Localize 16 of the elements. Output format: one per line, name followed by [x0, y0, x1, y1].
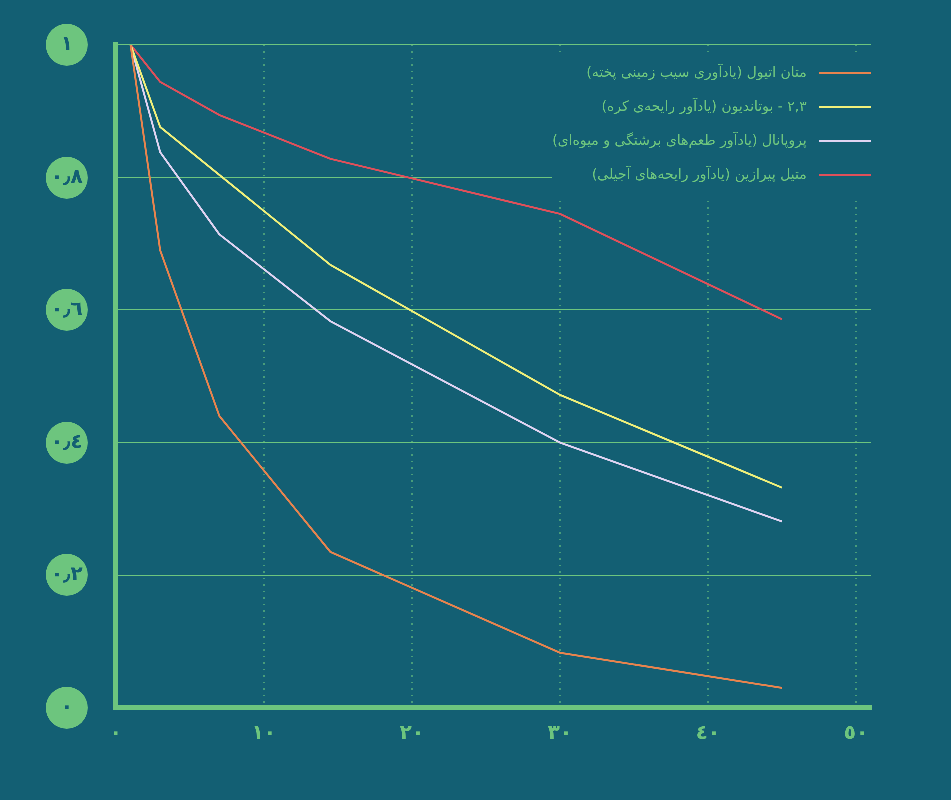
x-tick-label: ٠: [110, 720, 122, 744]
y-tick-label: ٠٫٤: [51, 429, 84, 454]
x-tick-label: ٣٠: [548, 720, 572, 744]
y-tick-label: ٠: [60, 694, 74, 718]
y-tick-label: ١: [60, 31, 74, 56]
legend-label: متیل پیرازین (یادآور رایحه‌های آجیلی): [592, 167, 807, 183]
legend-label: ۲,۳ - بوتاندیون (یادآور رایحه‌ی کره): [602, 99, 807, 115]
legend-label: متان اتیول (یادآوری سیب زمینی پخته): [586, 65, 807, 81]
x-tick-label: ١٠: [252, 720, 276, 744]
y-tick-label: ٠٫٢: [51, 562, 84, 586]
y-tick-label: ٠٫٦: [51, 296, 84, 320]
legend-label: پروپانال (یادآور طعم‌های برشتگی و میوه‌ای): [552, 133, 807, 149]
x-tick-label: ٤٠: [696, 720, 720, 744]
x-tick-label: ٥٠: [844, 720, 868, 744]
x-tick-label: ٢٠: [400, 720, 424, 744]
y-tick-label: ٠٫٨: [51, 164, 84, 188]
